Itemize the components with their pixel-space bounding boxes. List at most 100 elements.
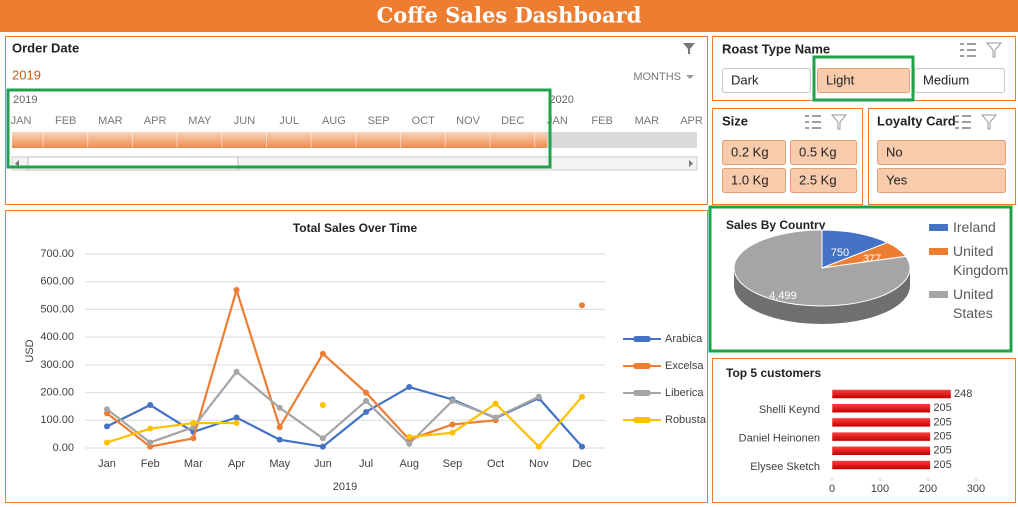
slicer-item[interactable]: Yes — [886, 172, 908, 187]
marker — [535, 393, 542, 400]
marker — [190, 435, 197, 442]
marker — [190, 420, 197, 427]
y-tick-label: 600.00 — [40, 276, 74, 288]
month-label[interactable]: MAY — [188, 115, 212, 127]
slicer-button[interactable] — [877, 168, 1006, 193]
slicer-button[interactable] — [817, 68, 910, 93]
scroll-right[interactable] — [689, 160, 693, 167]
y-tick-label: 100.00 — [40, 414, 74, 426]
clear-filter[interactable] — [830, 114, 848, 130]
marker — [233, 287, 240, 294]
marker — [363, 408, 370, 415]
data-label: 4,499 — [769, 290, 797, 302]
month-label[interactable]: APR — [144, 115, 167, 127]
legend-swatch — [929, 291, 948, 298]
slicer-button[interactable] — [722, 168, 786, 193]
marker — [363, 397, 370, 404]
marker — [449, 429, 456, 436]
month-label[interactable]: JUN — [234, 115, 255, 127]
x-tick-label: Dec — [572, 458, 592, 470]
x-tick-label: Oct — [487, 458, 504, 470]
month-label[interactable]: NOV — [456, 115, 481, 127]
data-label: 750 — [831, 247, 849, 259]
legend-item: Arabica — [623, 328, 733, 350]
pie-slice — [733, 229, 911, 307]
slicer-button[interactable] — [877, 140, 1006, 165]
month-label[interactable]: FEB — [55, 115, 76, 127]
marker — [492, 414, 499, 421]
marker — [406, 384, 413, 391]
month-label[interactable]: AUG — [322, 115, 346, 127]
y-tick-label: 0.00 — [53, 442, 74, 454]
x-tick-label: 100 — [871, 483, 889, 495]
marker — [578, 393, 585, 400]
multi-select[interactable] — [960, 43, 976, 57]
marker — [233, 368, 240, 375]
month-label[interactable]: JUL — [279, 115, 299, 127]
clear-filter[interactable] — [980, 114, 998, 130]
chart-title: Top 5 customers — [726, 366, 821, 380]
pie-slice — [821, 229, 889, 269]
slicer-item[interactable]: 1.0 Kg — [731, 172, 769, 187]
legend-item: Liberica — [623, 382, 733, 404]
marker — [104, 439, 110, 446]
line — [106, 385, 583, 448]
marker — [147, 402, 154, 409]
slicer-item[interactable]: No — [886, 144, 903, 159]
x-tick-label: Jul — [359, 458, 373, 470]
slicer-item[interactable]: 2.5 Kg — [799, 172, 837, 187]
slicer-item[interactable]: Light — [826, 72, 855, 87]
marker — [147, 425, 154, 432]
month-label[interactable]: DEC — [501, 115, 524, 127]
slicer-button[interactable] — [722, 68, 811, 93]
size-panel — [712, 108, 863, 205]
timeline-selection[interactable] — [12, 132, 547, 148]
month-label[interactable]: MAR — [98, 115, 123, 127]
x-tick-label: 200 — [919, 483, 937, 495]
slicer-button[interactable] — [790, 168, 857, 193]
chart-title: Sales By Country — [726, 218, 826, 232]
timeline-period[interactable]: MONTHS — [633, 71, 681, 83]
x-axis-label: 2019 — [333, 481, 357, 493]
y-tick-label: 300.00 — [40, 359, 74, 371]
highlight — [708, 205, 1013, 353]
month-label[interactable]: FEB — [591, 115, 612, 127]
bar — [831, 417, 931, 428]
bar-panel — [712, 358, 1016, 503]
scroll-left[interactable] — [15, 160, 19, 167]
dropdown-arrow[interactable] — [686, 75, 694, 79]
month-label[interactable]: JAN — [11, 115, 32, 127]
legend-swatch — [623, 336, 661, 342]
clear-filter[interactable] — [683, 43, 695, 54]
slicer-item[interactable]: 0.5 Kg — [799, 144, 837, 159]
data-label: 248 — [954, 388, 972, 400]
month-label[interactable]: OCT — [412, 115, 436, 127]
legend-item: Robusta — [623, 409, 733, 431]
legend-dot — [633, 363, 651, 369]
multi-select[interactable] — [805, 115, 821, 129]
slicer-button[interactable] — [790, 140, 857, 165]
slicer-item[interactable]: 0.2 Kg — [731, 144, 769, 159]
marker — [147, 439, 154, 446]
year-label: 2020 — [549, 94, 573, 106]
bar — [831, 403, 931, 413]
legend-swatch — [929, 224, 948, 231]
clear-filter[interactable] — [985, 42, 1003, 58]
slicer-item[interactable]: Dark — [731, 72, 759, 87]
slicer-button[interactable] — [722, 140, 786, 165]
x-tick-label: Feb — [141, 458, 160, 470]
marker — [233, 420, 240, 427]
legend-item: United Kingdom — [929, 242, 1011, 280]
line-panel — [5, 210, 708, 503]
multi-select[interactable] — [955, 115, 971, 129]
marker — [104, 406, 110, 413]
timeline-track[interactable] — [547, 132, 697, 148]
slicer-item[interactable]: Medium — [923, 72, 969, 87]
month-label[interactable]: MAR — [635, 115, 660, 127]
slicer-title: Size — [722, 113, 748, 128]
legend-label: Liberica — [665, 387, 704, 399]
marker — [190, 424, 197, 431]
month-label[interactable]: JAN — [547, 115, 568, 127]
month-label[interactable]: APR — [680, 115, 703, 127]
month-label[interactable]: SEP — [368, 115, 390, 127]
